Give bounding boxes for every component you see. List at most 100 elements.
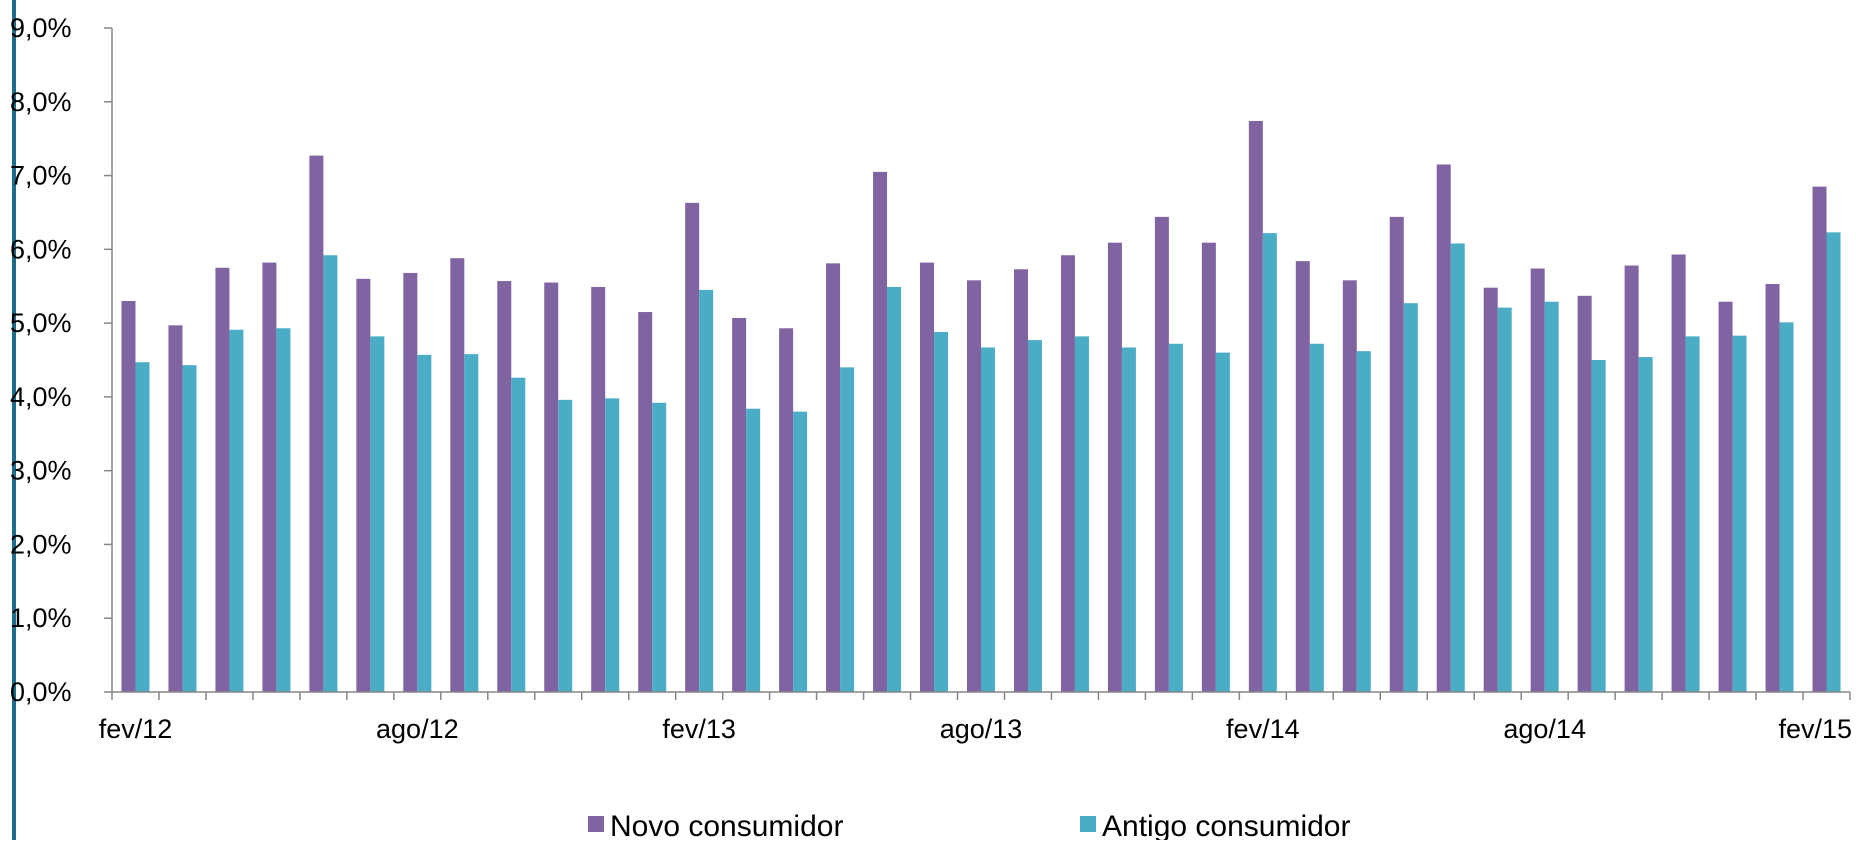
bar-novo [967, 280, 981, 692]
bar-novo [1436, 164, 1451, 692]
bar-antigo [1450, 243, 1465, 693]
bar-novo [450, 258, 465, 692]
legend-item: Novo consumidor [588, 810, 843, 843]
bar-antigo [464, 354, 479, 692]
bar-novo [1812, 186, 1827, 692]
bar-novo [685, 202, 700, 692]
bar-antigo [370, 336, 385, 692]
bar-antigo [934, 331, 949, 692]
x-tick-label: ago/13 [940, 714, 1023, 744]
legend-label: Novo consumidor [610, 810, 843, 840]
bar-novo [826, 263, 841, 692]
bar-novo [1624, 265, 1639, 692]
bar-antigo [1027, 340, 1042, 692]
bar-novo [1483, 287, 1498, 692]
series-2 [135, 232, 1841, 693]
bar-novo [1060, 255, 1075, 693]
y-tick-label: 5,0% [10, 308, 72, 338]
bar-novo [262, 262, 277, 692]
legend-item: Antigo consumidor [1080, 810, 1350, 843]
bar-antigo [229, 329, 244, 692]
y-tick-label: 0,0% [10, 677, 72, 707]
bar-novo [1013, 269, 1028, 692]
bar-novo [1718, 301, 1733, 692]
bar-antigo [1685, 336, 1700, 692]
bar-novo [121, 300, 136, 692]
bar-antigo [417, 354, 432, 692]
bar-antigo [1121, 347, 1136, 692]
left-accent-rule [12, 0, 16, 840]
y-tick-label: 2,0% [10, 529, 72, 559]
bar-novo [779, 328, 794, 692]
bar-antigo [1638, 357, 1653, 692]
bar-novo [1295, 261, 1310, 692]
x-tick-label: fev/13 [662, 714, 736, 744]
bar-antigo [135, 362, 150, 692]
bar-antigo [1591, 360, 1606, 692]
bar-antigo [1403, 303, 1418, 692]
bar-antigo [1826, 232, 1841, 692]
bar-antigo [1544, 301, 1559, 692]
bar-novo [1671, 254, 1686, 692]
bar-antigo [1262, 233, 1277, 692]
bar-antigo [1074, 336, 1089, 692]
bar-antigo [511, 377, 526, 692]
bar-novo [873, 171, 888, 692]
bar-novo [215, 267, 230, 692]
bar-novo [168, 325, 183, 692]
y-tick-label: 3,0% [10, 456, 72, 486]
y-tick-label: 4,0% [10, 382, 72, 412]
bar-antigo [699, 289, 714, 692]
bar-antigo [1497, 307, 1512, 692]
series-1 [121, 120, 1827, 693]
y-tick-label: 8,0% [10, 87, 72, 117]
bar-novo [497, 281, 512, 692]
y-axis: 0,0% 1,0% 2,0% 3,0% 4,0% 5,0% 6,0% 7,0% 8,0% 9,0% [10, 13, 113, 707]
bar-antigo [1732, 335, 1747, 692]
x-tick-label: fev/15 [1778, 714, 1852, 744]
y-tick-label: 9,0% [10, 13, 72, 43]
bar-antigo [605, 398, 620, 692]
bar-antigo [276, 328, 291, 692]
legend-swatch [588, 816, 604, 832]
bar-antigo [1309, 343, 1324, 692]
bar-antigo [1168, 343, 1183, 692]
bar-antigo [652, 402, 667, 692]
x-tick-label: ago/14 [1503, 714, 1586, 744]
bar-novo [920, 262, 935, 692]
bar-novo [1154, 216, 1169, 693]
bar-novo [638, 312, 653, 692]
bar-novo [544, 282, 559, 692]
bar-novo [1577, 295, 1592, 692]
bar-novo [1107, 242, 1122, 692]
bar-antigo [840, 367, 855, 692]
bar-antigo [981, 347, 995, 692]
bar-novo [309, 155, 324, 692]
legend-swatch [1080, 816, 1096, 832]
bar-antigo [1215, 352, 1230, 692]
legend: Novo consumidor Antigo consumidor [588, 810, 1350, 843]
x-axis: fev/12 ago/12 fev/13 ago/13 fev/14 ago/14 fev/… [99, 691, 1852, 744]
bar-antigo [558, 399, 573, 692]
bar-antigo [746, 408, 761, 692]
y-tick-label: 6,0% [10, 234, 72, 264]
bar-novo [1248, 120, 1263, 692]
bar-novo [1389, 216, 1404, 693]
x-tick-label: ago/12 [376, 714, 459, 744]
x-tick-label: fev/14 [1226, 714, 1300, 744]
bar-antigo [1356, 351, 1371, 692]
bar-novo [1201, 242, 1216, 692]
bar-antigo [793, 411, 808, 692]
y-tick-label: 7,0% [10, 161, 72, 191]
bar-novo [356, 278, 371, 692]
bar-novo [732, 317, 747, 692]
bar-novo [403, 272, 418, 692]
x-tick-label: fev/12 [99, 714, 173, 744]
bars [121, 120, 1841, 693]
bar-novo [1765, 284, 1780, 692]
bar-novo [1342, 280, 1357, 692]
bar-antigo [1779, 322, 1794, 692]
bar-antigo [887, 286, 902, 692]
